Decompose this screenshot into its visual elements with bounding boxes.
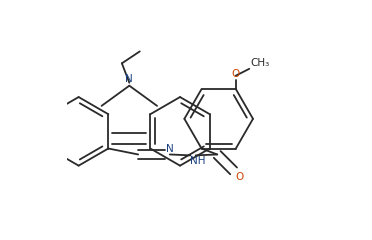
Text: O: O [232,69,240,79]
Text: NH: NH [190,156,206,166]
Text: N: N [125,74,133,84]
Text: N: N [167,144,174,154]
Text: CH₃: CH₃ [250,58,269,68]
Text: O: O [235,172,243,182]
